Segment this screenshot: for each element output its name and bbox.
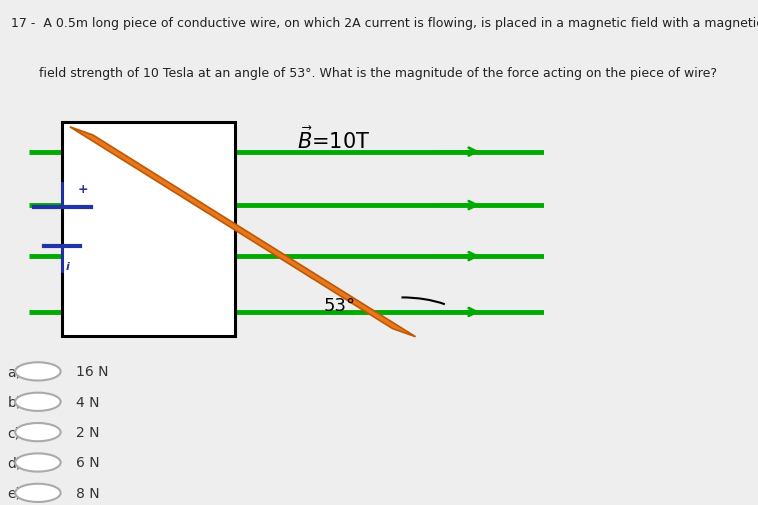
Text: 17 -  A 0.5m long piece of conductive wire, on which 2A current is flowing, is p: 17 - A 0.5m long piece of conductive wir… (11, 17, 758, 30)
Circle shape (15, 453, 61, 472)
Circle shape (15, 484, 61, 502)
Text: 53°: 53° (324, 296, 356, 314)
Text: 6 N: 6 N (76, 456, 99, 470)
Text: 16 N: 16 N (76, 365, 108, 379)
Text: a): a) (8, 365, 21, 379)
Text: c): c) (8, 425, 20, 439)
Text: 2 N: 2 N (76, 425, 99, 439)
Bar (62, 123, 235, 336)
Circle shape (15, 363, 61, 381)
Polygon shape (70, 128, 415, 337)
Text: d): d) (8, 456, 22, 470)
Circle shape (15, 393, 61, 411)
Text: field strength of 10 Tesla at an angle of 53°. What is the magnitude of the forc: field strength of 10 Tesla at an angle o… (11, 67, 717, 80)
Text: +: + (77, 182, 88, 195)
Circle shape (15, 423, 61, 441)
Text: 8 N: 8 N (76, 486, 99, 500)
Text: 4 N: 4 N (76, 395, 99, 409)
Text: b): b) (8, 395, 22, 409)
Text: $\vec{B}$=10T: $\vec{B}$=10T (297, 126, 370, 153)
Text: i: i (65, 261, 70, 271)
Text: e): e) (8, 486, 21, 500)
